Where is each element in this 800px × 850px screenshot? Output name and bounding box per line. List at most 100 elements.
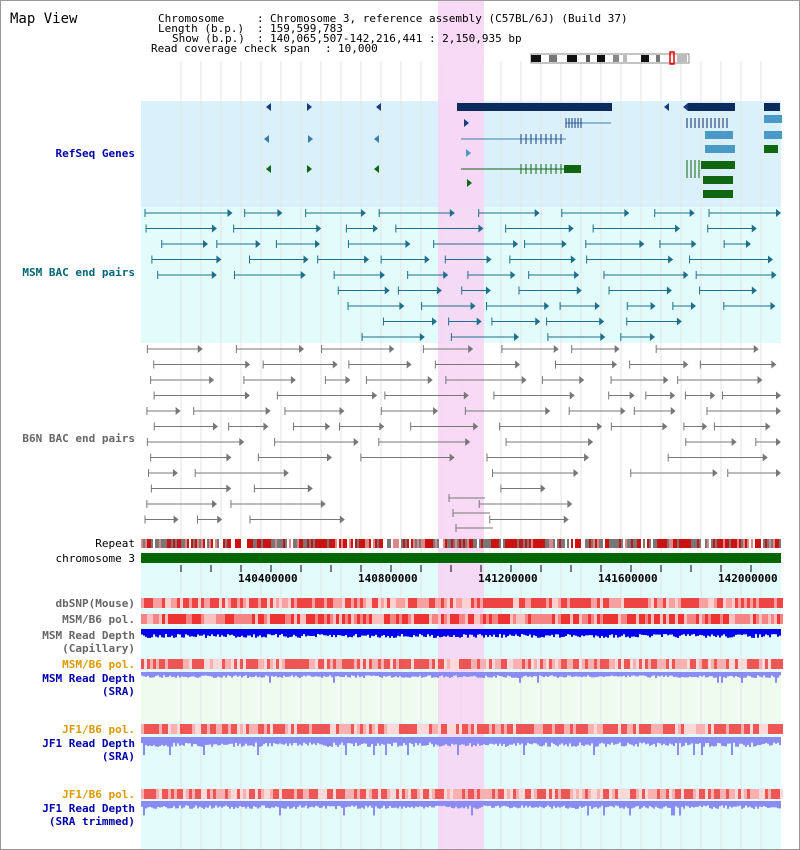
repeat-segment — [443, 539, 445, 548]
polymorphism-cell — [633, 659, 636, 669]
msm-bac-arrow — [594, 302, 600, 310]
b6n-bac-arrow — [353, 438, 359, 446]
polymorphism-cell — [174, 724, 177, 734]
polymorphism-cell — [528, 724, 531, 734]
polymorphism-cell — [189, 724, 192, 734]
read-depth-bar — [735, 737, 737, 747]
msm-bac-arrow — [431, 317, 437, 326]
read-depth-bar — [397, 801, 399, 809]
polymorphism-cell — [255, 614, 258, 624]
track-label-msm-depth-cap[interactable]: MSM Read Depth — [42, 629, 135, 642]
polymorphism-cell — [228, 598, 231, 608]
read-depth-bar — [321, 801, 323, 808]
polymorphism-cell — [465, 614, 468, 624]
polymorphism-cell — [627, 614, 630, 624]
polymorphism-cell — [243, 659, 246, 669]
read-depth-bar — [399, 672, 401, 677]
polymorphism-cell — [438, 659, 441, 669]
polymorphism-cell — [741, 614, 744, 624]
read-depth-bar — [763, 629, 765, 637]
read-depth-bar — [401, 672, 403, 678]
polymorphism-cell — [753, 789, 756, 799]
read-depth-bar — [251, 672, 253, 678]
read-depth-bar — [509, 737, 511, 745]
polymorphism-cell — [474, 614, 477, 624]
read-depth-bar — [551, 737, 553, 743]
repeat-segment — [333, 539, 335, 548]
track-label-jf1-b6-pol-trim[interactable]: JF1/B6 pol. — [62, 788, 135, 801]
read-depth-bar — [673, 672, 675, 678]
read-depth-bar — [371, 629, 373, 636]
read-depth-bar — [553, 801, 555, 807]
b6n-bac-arrow — [771, 360, 777, 369]
read-depth-bar — [415, 629, 417, 637]
read-depth-bar — [411, 737, 413, 744]
read-depth-bar — [479, 672, 481, 678]
polymorphism-cell — [759, 659, 762, 669]
polymorphism-cell — [291, 724, 294, 734]
track-label-jf1-depth[interactable]: JF1 Read Depth — [42, 737, 135, 750]
read-depth-bar — [737, 629, 739, 635]
polymorphism-cell — [765, 614, 768, 624]
polymorphism-cell — [285, 614, 288, 624]
polymorphism-cell — [144, 659, 147, 669]
polymorphism-cell — [732, 614, 735, 624]
read-depth-bar — [265, 672, 267, 676]
polymorphism-cell — [390, 614, 393, 624]
polymorphism-cell — [318, 789, 321, 799]
track-label-jf1-depth-trim-sub: (SRA trimmed) — [48, 815, 135, 828]
polymorphism-cell — [534, 724, 537, 734]
track-label-msm-b6-pol[interactable]: MSM/B6 pol. — [62, 613, 135, 626]
read-depth-bar — [771, 629, 773, 635]
read-depth-bar — [489, 737, 491, 744]
read-depth-bar — [153, 672, 155, 678]
track-label-b6n-bac[interactable]: B6N BAC end pairs — [22, 432, 135, 445]
read-depth-bar — [309, 629, 311, 636]
polymorphism-cell — [261, 614, 264, 624]
track-label-msm-depth-sra[interactable]: MSM Read Depth — [42, 672, 135, 685]
read-depth-bar — [513, 629, 515, 637]
polymorphism-cell — [396, 614, 399, 624]
ideogram-band — [656, 55, 660, 62]
read-depth-bar — [321, 629, 323, 635]
track-label-msm-bac[interactable]: MSM BAC end pairs — [22, 266, 135, 279]
read-depth-bar — [335, 801, 337, 809]
polymorphism-cell — [603, 614, 606, 624]
read-depth-bar — [205, 737, 207, 745]
read-depth-bar — [585, 801, 587, 806]
polymorphism-cell — [576, 614, 579, 624]
read-depth-bar — [399, 801, 401, 807]
read-depth-bar — [329, 672, 331, 676]
read-depth-bar — [277, 801, 279, 808]
track-label-dbsnp[interactable]: dbSNP(Mouse) — [55, 597, 135, 610]
polymorphism-cell — [606, 724, 609, 734]
track-label-refseq[interactable]: RefSeq Genes — [55, 147, 135, 160]
polymorphism-cell — [603, 789, 606, 799]
track-label-jf1-b6-pol[interactable]: JF1/B6 pol. — [62, 723, 135, 736]
read-depth-bar — [327, 801, 329, 806]
read-depth-bar — [561, 629, 563, 638]
polymorphism-cell — [723, 789, 726, 799]
read-depth-bar — [453, 672, 455, 676]
read-depth-bar — [151, 801, 153, 808]
polymorphism-cell — [315, 659, 318, 669]
read-depth-bar — [591, 737, 593, 744]
read-depth-bar — [231, 629, 233, 635]
read-depth-bar — [507, 629, 509, 637]
read-depth-bar — [419, 801, 421, 807]
read-depth-bar — [303, 629, 305, 635]
read-depth-bar — [671, 737, 673, 745]
read-depth-bar — [199, 672, 201, 677]
repeat-segment — [383, 539, 385, 548]
read-depth-bar — [341, 737, 343, 743]
polymorphism-cell — [480, 598, 483, 608]
read-depth-bar — [569, 672, 571, 676]
polymorphism-cell — [501, 614, 504, 624]
track-label-msm-depth-cap-sub: (Capillary) — [62, 642, 135, 655]
track-label-msm-b6-pol-sra[interactable]: MSM/B6 pol. — [62, 658, 135, 671]
colon-sep: : — [257, 32, 264, 45]
repeat-segment — [433, 539, 435, 548]
track-label-jf1-depth-trim[interactable]: JF1 Read Depth — [42, 802, 135, 815]
polymorphism-cell — [504, 724, 507, 734]
